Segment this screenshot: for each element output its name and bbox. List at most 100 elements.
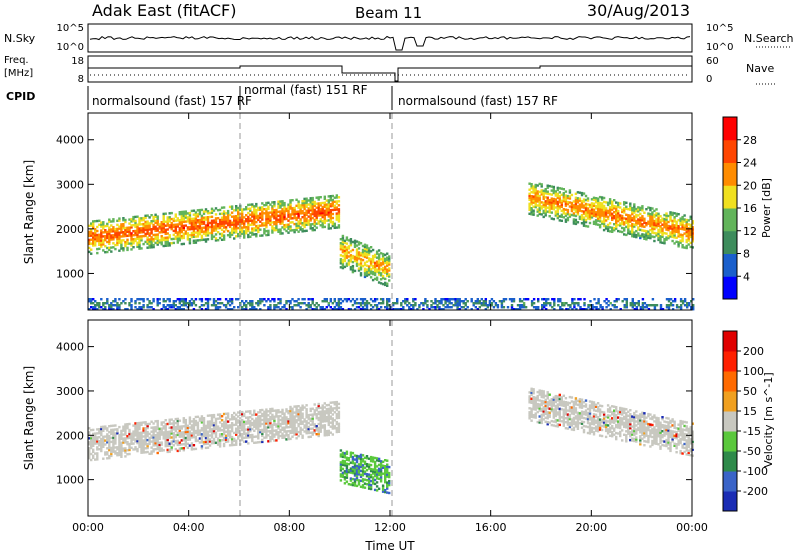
echo-cell xyxy=(373,269,377,273)
echo-cell xyxy=(214,431,218,434)
echo-cell xyxy=(212,441,216,445)
echo-cell xyxy=(251,435,254,439)
echo-cell xyxy=(384,283,387,287)
echo-cell xyxy=(285,217,288,221)
echo-cell xyxy=(202,418,206,422)
echo-cell xyxy=(174,215,178,218)
echo-cell xyxy=(269,425,272,429)
echo-cell xyxy=(253,217,256,220)
echo-cell xyxy=(206,434,210,437)
echo-cell xyxy=(261,208,264,211)
echo-cell xyxy=(174,229,178,232)
echo-cell xyxy=(142,449,145,452)
echo-cell xyxy=(130,304,133,307)
echo-cell xyxy=(611,208,614,211)
echo-cell xyxy=(289,421,292,425)
echo-cell xyxy=(218,433,222,436)
echo-cell xyxy=(586,199,590,202)
echo-cell xyxy=(94,236,97,239)
echo-cell xyxy=(305,420,308,423)
echo-cell xyxy=(679,233,682,236)
echo-cell xyxy=(156,445,159,449)
echo-cell xyxy=(319,420,322,423)
echo-cell xyxy=(345,450,349,453)
echo-cell xyxy=(106,222,109,226)
echo-cell xyxy=(311,433,314,436)
echo-cell xyxy=(204,308,208,311)
echo-cell xyxy=(230,429,234,433)
echo-cell xyxy=(172,219,176,223)
echo-cell xyxy=(564,196,568,199)
echo-cell xyxy=(281,416,284,419)
echo-cell xyxy=(243,430,246,434)
echo-cell xyxy=(94,220,97,223)
echo-cell xyxy=(371,300,375,303)
echo-cell xyxy=(196,239,200,242)
echo-cell xyxy=(486,306,490,309)
echo-cell xyxy=(691,236,694,239)
echo-cell xyxy=(293,419,296,422)
echo-cell xyxy=(347,263,351,266)
echo-cell xyxy=(653,304,657,307)
echo-cell xyxy=(259,300,262,303)
echo-cell xyxy=(132,432,135,435)
echo-cell xyxy=(361,480,365,483)
echo-cell xyxy=(214,435,218,438)
echo-cell xyxy=(388,267,391,270)
echo-cell xyxy=(351,256,355,260)
echo-cell xyxy=(337,402,341,406)
echo-cell xyxy=(90,238,93,241)
echo-cell xyxy=(301,298,304,301)
echo-cell xyxy=(259,417,262,420)
echo-cell xyxy=(277,302,280,305)
echo-cell xyxy=(150,220,153,223)
echo-cell xyxy=(444,306,447,309)
echo-cell xyxy=(237,220,240,224)
echo-cell xyxy=(309,203,312,206)
echo-cell xyxy=(291,199,294,202)
echo-cell xyxy=(381,270,385,274)
echo-cell xyxy=(309,304,312,307)
echo-cell xyxy=(317,202,320,205)
echo-cell xyxy=(331,427,335,430)
echo-cell xyxy=(353,255,357,259)
echo-cell xyxy=(150,246,153,249)
echo-cell xyxy=(542,191,545,195)
echo-cell xyxy=(144,421,147,424)
echo-cell xyxy=(92,220,95,223)
echo-cell xyxy=(625,298,629,301)
echo-cell xyxy=(285,302,288,305)
echo-cell xyxy=(164,308,167,311)
echo-cell xyxy=(88,453,91,456)
echo-cell xyxy=(279,424,282,428)
echo-cell xyxy=(341,260,345,264)
echo-cell xyxy=(249,209,252,212)
echo-cell xyxy=(287,211,290,214)
echo-cell xyxy=(206,210,210,213)
echo-cell xyxy=(110,424,113,428)
echo-cell xyxy=(613,215,616,218)
echo-cell xyxy=(355,476,359,480)
echo-cell xyxy=(168,306,171,309)
echo-cell xyxy=(182,437,186,440)
echo-cell xyxy=(235,215,238,218)
echo-cell xyxy=(100,306,103,309)
echo-cell xyxy=(594,221,598,224)
echo-cell xyxy=(582,198,586,201)
echo-cell xyxy=(299,416,302,420)
echo-cell xyxy=(627,208,630,211)
echo-cell xyxy=(534,193,537,197)
echo-cell xyxy=(365,246,369,249)
echo-cell xyxy=(297,416,300,420)
echo-cell xyxy=(164,244,167,248)
echo-cell xyxy=(180,220,184,224)
echo-cell xyxy=(106,230,109,234)
echo-cell xyxy=(218,218,222,222)
echo-cell xyxy=(200,415,204,418)
echo-cell xyxy=(255,419,258,422)
echo-cell xyxy=(643,217,646,221)
echo-cell xyxy=(629,216,632,219)
echo-cell xyxy=(629,206,632,209)
echo-cell xyxy=(329,306,333,309)
echo-cell xyxy=(681,215,684,219)
